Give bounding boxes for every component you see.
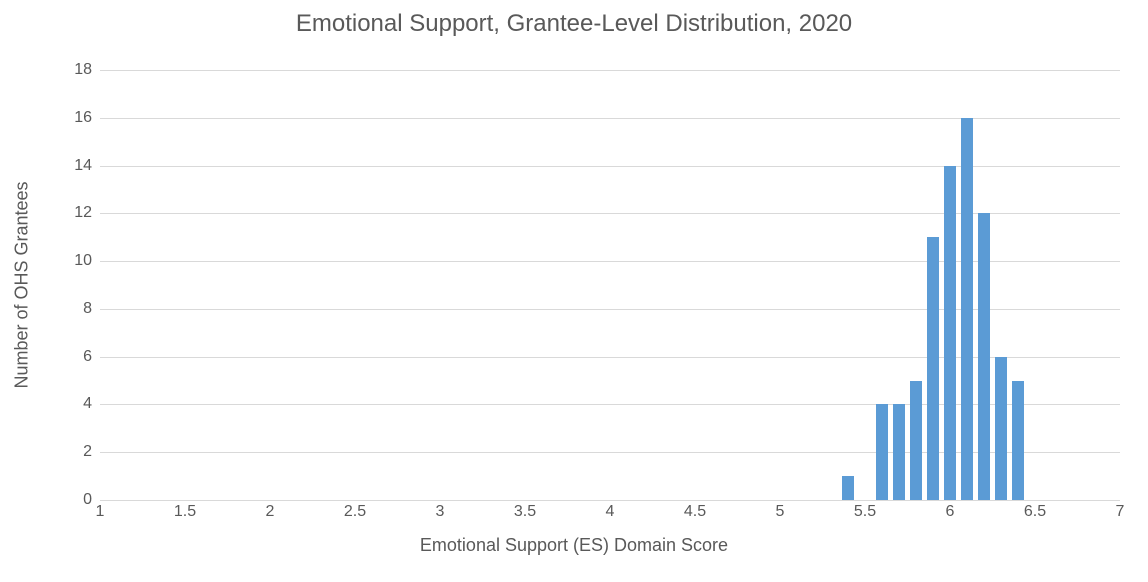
y-tick-label: 18 [52, 61, 92, 79]
histogram-bar [944, 166, 956, 500]
x-tick-label: 4.5 [684, 503, 706, 521]
histogram-bar [961, 118, 973, 500]
y-tick-label: 2 [52, 443, 92, 461]
y-axis-title: Number of OHS Grantees [12, 181, 33, 388]
x-tick-label: 3.5 [514, 503, 536, 521]
x-tick-label: 6 [946, 503, 955, 521]
chart-title: Emotional Support, Grantee-Level Distrib… [0, 10, 1148, 38]
grid-line [100, 500, 1120, 501]
y-tick-label: 6 [52, 348, 92, 366]
histogram-bar [876, 404, 888, 500]
y-tick-label: 0 [52, 491, 92, 509]
histogram-chart: Emotional Support, Grantee-Level Distrib… [0, 0, 1148, 582]
grid-line [100, 70, 1120, 71]
histogram-bar [995, 357, 1007, 500]
x-tick-label: 7 [1116, 503, 1125, 521]
y-tick-label: 16 [52, 109, 92, 127]
histogram-bar [927, 237, 939, 500]
histogram-bar [842, 476, 854, 500]
y-tick-label: 8 [52, 300, 92, 318]
x-tick-label: 3 [436, 503, 445, 521]
x-tick-label: 1 [96, 503, 105, 521]
histogram-bar [1012, 381, 1024, 500]
x-tick-label: 5.5 [854, 503, 876, 521]
y-tick-label: 14 [52, 157, 92, 175]
x-axis-title: Emotional Support (ES) Domain Score [0, 535, 1148, 556]
x-tick-label: 4 [606, 503, 615, 521]
histogram-bar [978, 213, 990, 500]
x-tick-label: 2.5 [344, 503, 366, 521]
y-tick-label: 4 [52, 395, 92, 413]
x-tick-label: 5 [776, 503, 785, 521]
x-tick-label: 2 [266, 503, 275, 521]
histogram-bar [910, 381, 922, 500]
y-tick-label: 10 [52, 252, 92, 270]
histogram-bar [893, 404, 905, 500]
y-tick-label: 12 [52, 204, 92, 222]
plot-area [100, 70, 1120, 500]
x-tick-label: 6.5 [1024, 503, 1046, 521]
x-tick-label: 1.5 [174, 503, 196, 521]
